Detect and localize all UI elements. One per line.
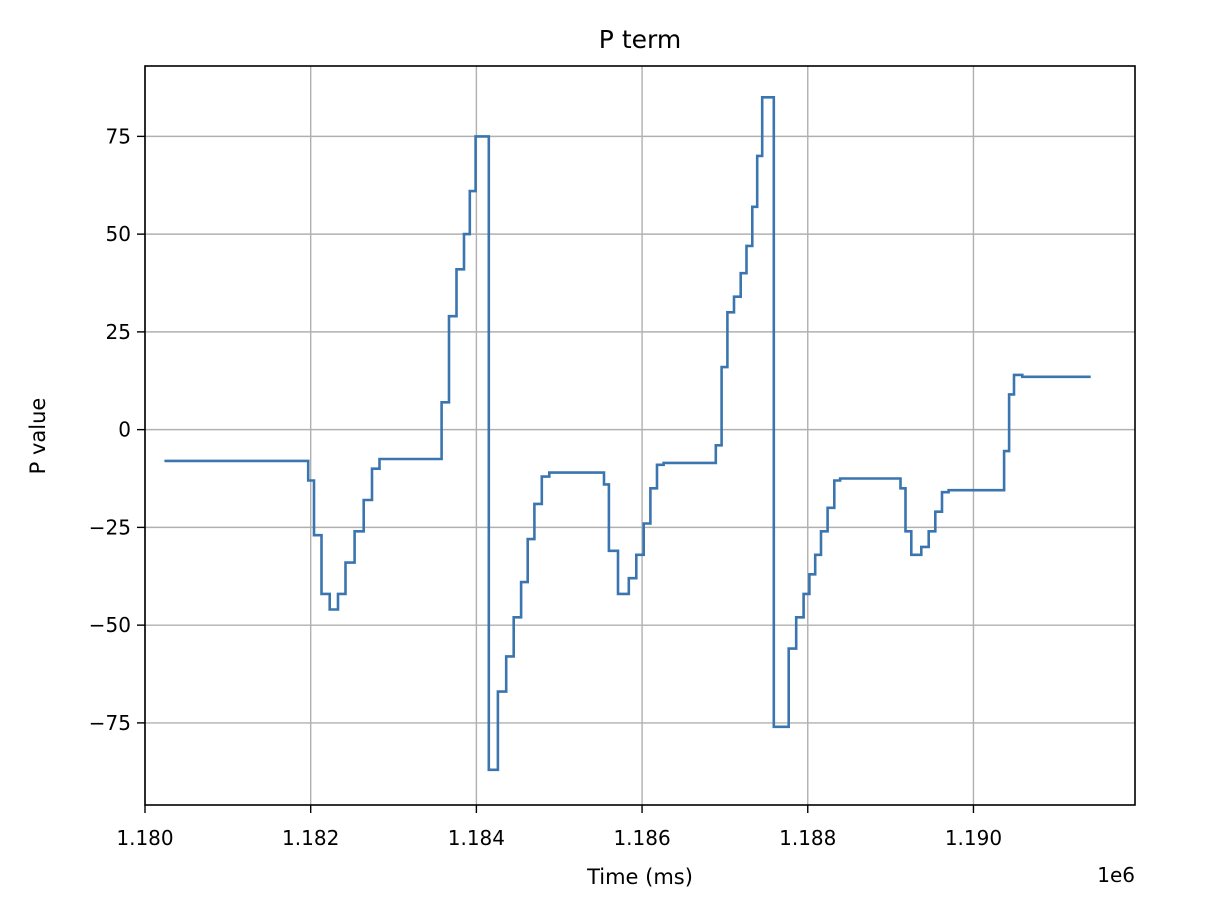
chart-title: P term	[599, 25, 681, 54]
x-tick-label: 1.186	[613, 826, 670, 850]
y-tick-label: −75	[89, 711, 131, 735]
y-tick-label: 25	[106, 320, 131, 344]
y-tick-label: 0	[118, 418, 131, 442]
y-axis-label: P value	[26, 398, 50, 475]
plot-area-background	[145, 66, 1135, 805]
x-axis-ticks: 1.180 1.182 1.184 1.186 1.188 1.190	[116, 805, 1002, 850]
series-layer	[164, 96, 1091, 772]
series-line	[164, 96, 1091, 772]
plot-area-frame	[144, 65, 1136, 806]
y-tick-label: 75	[106, 124, 131, 148]
x-tick-label: 1.188	[779, 826, 836, 850]
x-tick-label: 1.182	[282, 826, 339, 850]
x-tick-label: 1.190	[945, 826, 1002, 850]
y-axis-ticks: −75 −50 −25 0 25 50 75	[89, 124, 145, 735]
y-tick-label: 50	[106, 222, 131, 246]
x-tick-label: 1.180	[116, 826, 173, 850]
x-tick-label: 1.184	[448, 826, 505, 850]
x-axis-offset-label: 1e6	[1097, 863, 1135, 887]
y-tick-label: −50	[89, 613, 131, 637]
x-axis-label: Time (ms)	[586, 865, 693, 889]
y-tick-label: −25	[89, 515, 131, 539]
